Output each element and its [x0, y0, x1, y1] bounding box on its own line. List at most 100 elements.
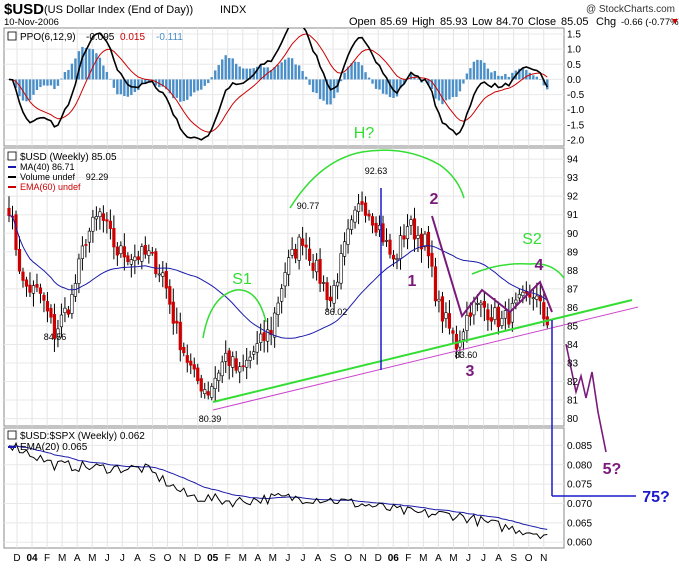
ppo-histogram-bar [203, 79, 206, 86]
ppo-histogram-bar [402, 79, 406, 85]
ppo-histogram-bar [32, 79, 35, 95]
ratio-y-tick: 0.060 [567, 538, 592, 549]
candle-body [175, 320, 179, 324]
candle-body [80, 245, 85, 259]
axis-layer: D 04 F M A M J J A S O N D 05 F M A M J J A S O N D 06 F M A M J J A S O N9… [13, 30, 592, 564]
wave-4-label: 4 [535, 257, 544, 274]
x-tick-label: A [315, 553, 322, 564]
candle-body [49, 308, 53, 318]
ppo-histogram-bar [49, 79, 53, 86]
ppo-histogram-bar [116, 79, 119, 95]
ppo-histogram-bar [245, 68, 248, 80]
ppo-histogram-bar [217, 65, 220, 80]
x-tick-label: N [540, 553, 547, 564]
price-y-tick: 80 [567, 414, 579, 425]
ppo-histogram-bar [546, 79, 549, 90]
ppo-histogram-bar [18, 79, 21, 97]
ppo-histogram-bar [63, 72, 67, 80]
candle-body [52, 314, 57, 339]
candle-body [63, 307, 67, 313]
price-y-tick: 82 [567, 377, 579, 388]
candle-body [241, 365, 245, 368]
candle-body [66, 309, 71, 315]
candle-body [42, 294, 46, 301]
ppo-histogram-bar [56, 79, 60, 86]
x-tick-label: M [58, 553, 66, 564]
candle-body [503, 310, 507, 319]
ppo-histogram-bar [109, 78, 112, 80]
candle-body [360, 201, 364, 205]
candle-body [517, 294, 521, 299]
candle-body [255, 343, 259, 353]
ppo-histogram-bar [430, 79, 434, 90]
ppo-histogram-bar [479, 60, 483, 80]
ppo-histogram-bar [287, 57, 290, 80]
candle-body [185, 355, 189, 363]
candle-body [238, 366, 242, 373]
ppo-y-tick: 0.5 [567, 60, 581, 71]
ppo-histogram-bar [60, 78, 63, 80]
x-tick-label: J [285, 553, 290, 564]
high-label: High [412, 16, 435, 28]
candle-body [482, 301, 486, 308]
price-legend-swatch [7, 151, 17, 161]
ppo-histogram-bar [444, 79, 448, 101]
candle-body [56, 328, 60, 339]
candle-body [440, 296, 445, 322]
ppo-histogram-bar [140, 79, 144, 85]
candle-body [133, 256, 137, 262]
candle-body [465, 315, 469, 331]
candle-body [346, 228, 350, 245]
price-point-label: 92.29 [86, 172, 109, 182]
x-tick-label: D [375, 553, 382, 564]
ppo-y-tick: 1.5 [567, 30, 581, 41]
candle-body [374, 222, 378, 233]
candle-body [468, 312, 473, 317]
ppo-histogram-bar [88, 48, 91, 80]
candle-body [370, 216, 375, 226]
ratio-y-tick: 0.070 [567, 499, 592, 510]
candle-body [290, 248, 294, 256]
candle-body [472, 301, 476, 316]
ppo-histogram-bar [437, 79, 441, 101]
ppo-histogram-bar [119, 79, 123, 95]
candle-body [245, 359, 249, 368]
ppo-histogram-bar [259, 64, 262, 80]
price-plot [7, 191, 549, 402]
ppo-histogram-bar [301, 71, 304, 80]
candle-body [84, 244, 88, 246]
candle-body [283, 272, 287, 287]
ppo-histogram-bar [84, 47, 88, 80]
elliott-wave-path [431, 215, 553, 319]
ppo-histogram-bar [539, 79, 542, 80]
price-point-label: 90.77 [297, 201, 320, 211]
x-tick-label: 06 [388, 553, 400, 564]
candle-body [402, 235, 406, 240]
candle-body [416, 235, 420, 239]
ppo-histogram-bar [472, 61, 476, 80]
candle-body [203, 389, 207, 394]
ppo-histogram-bar [476, 59, 479, 80]
ppo-histogram-bar [521, 68, 525, 80]
candle-body [391, 254, 396, 260]
price-panel-frame [3, 147, 565, 427]
candle-body [262, 332, 266, 341]
ppo-histogram-bar [172, 79, 175, 99]
ppo-histogram-bar [168, 79, 171, 94]
candle-body [458, 340, 462, 348]
ma40-line [8, 215, 548, 339]
candle-body [115, 246, 119, 256]
ratio-plot [8, 441, 548, 540]
candle-body [356, 203, 361, 212]
price-legend-item: EMA(60) undef [20, 182, 81, 192]
ppo-histogram-bar [14, 79, 18, 88]
ppo-histogram-bar [490, 72, 493, 80]
candle-body [510, 302, 514, 323]
ppo-histogram-bar [193, 79, 196, 93]
ppo-histogram-bar [290, 58, 294, 80]
candle-body [353, 209, 357, 223]
ppo-histogram-bar [25, 79, 28, 102]
ppo-histogram-bar [297, 65, 301, 80]
ppo-histogram-bar [182, 79, 185, 102]
